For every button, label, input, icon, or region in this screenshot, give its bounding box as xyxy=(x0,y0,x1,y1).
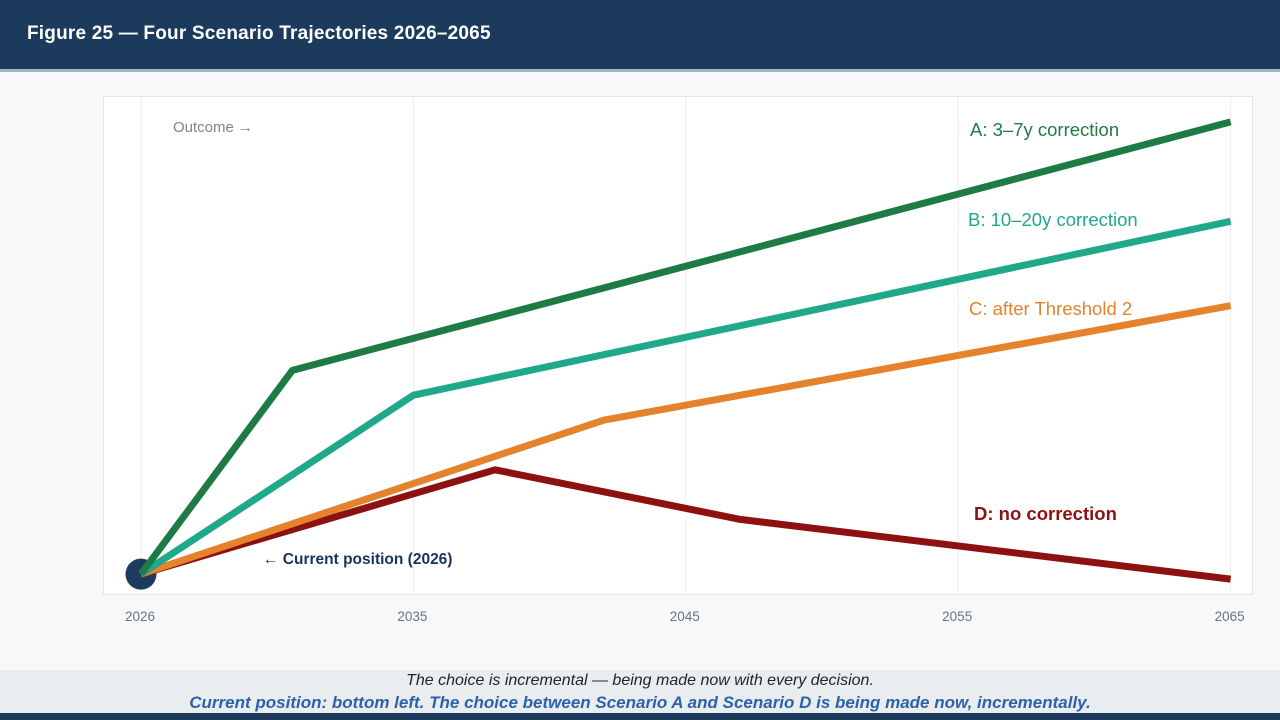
bottom-accent-strip xyxy=(0,713,1280,720)
series-line-c xyxy=(139,302,1232,578)
x-tick-label-2035: 2035 xyxy=(397,609,428,624)
current-position-annotation: ← Current position (2026) xyxy=(263,551,453,568)
caption-line-2: Current position: bottom left. The choic… xyxy=(189,693,1091,712)
trajectory-chart-svg xyxy=(125,97,1232,594)
trajectory-chart: Outcome → ← Current position (2026) A: 3… xyxy=(103,96,1253,595)
series-line-d xyxy=(140,466,1232,583)
legend-label-b: B: 10–20y correction xyxy=(968,209,1138,230)
series-line-b xyxy=(139,217,1232,578)
x-tick-label-2045: 2045 xyxy=(669,609,700,624)
series-line-a xyxy=(138,118,1232,577)
x-tick-label-2026: 2026 xyxy=(124,609,156,624)
figure-header-bar: Figure 25 — Four Scenario Trajectories 2… xyxy=(0,0,1280,72)
x-axis: 2026 2035 2045 2055 2065 xyxy=(103,609,1251,629)
figure-title: Figure 25 — Four Scenario Trajectories 2… xyxy=(27,23,491,44)
caption-band: The choice is incremental — being made n… xyxy=(0,670,1280,720)
outcome-axis-annotation: Outcome → xyxy=(173,119,254,136)
caption-line-1: The choice is incremental — being made n… xyxy=(406,672,874,689)
legend-label-a: A: 3–7y correction xyxy=(970,119,1120,140)
legend-label-c: C: after Threshold 2 xyxy=(969,298,1133,319)
x-tick-label-2055: 2055 xyxy=(942,609,973,624)
legend-label-d: D: no correction xyxy=(974,503,1117,524)
x-tick-label-2065: 2065 xyxy=(1214,609,1245,624)
